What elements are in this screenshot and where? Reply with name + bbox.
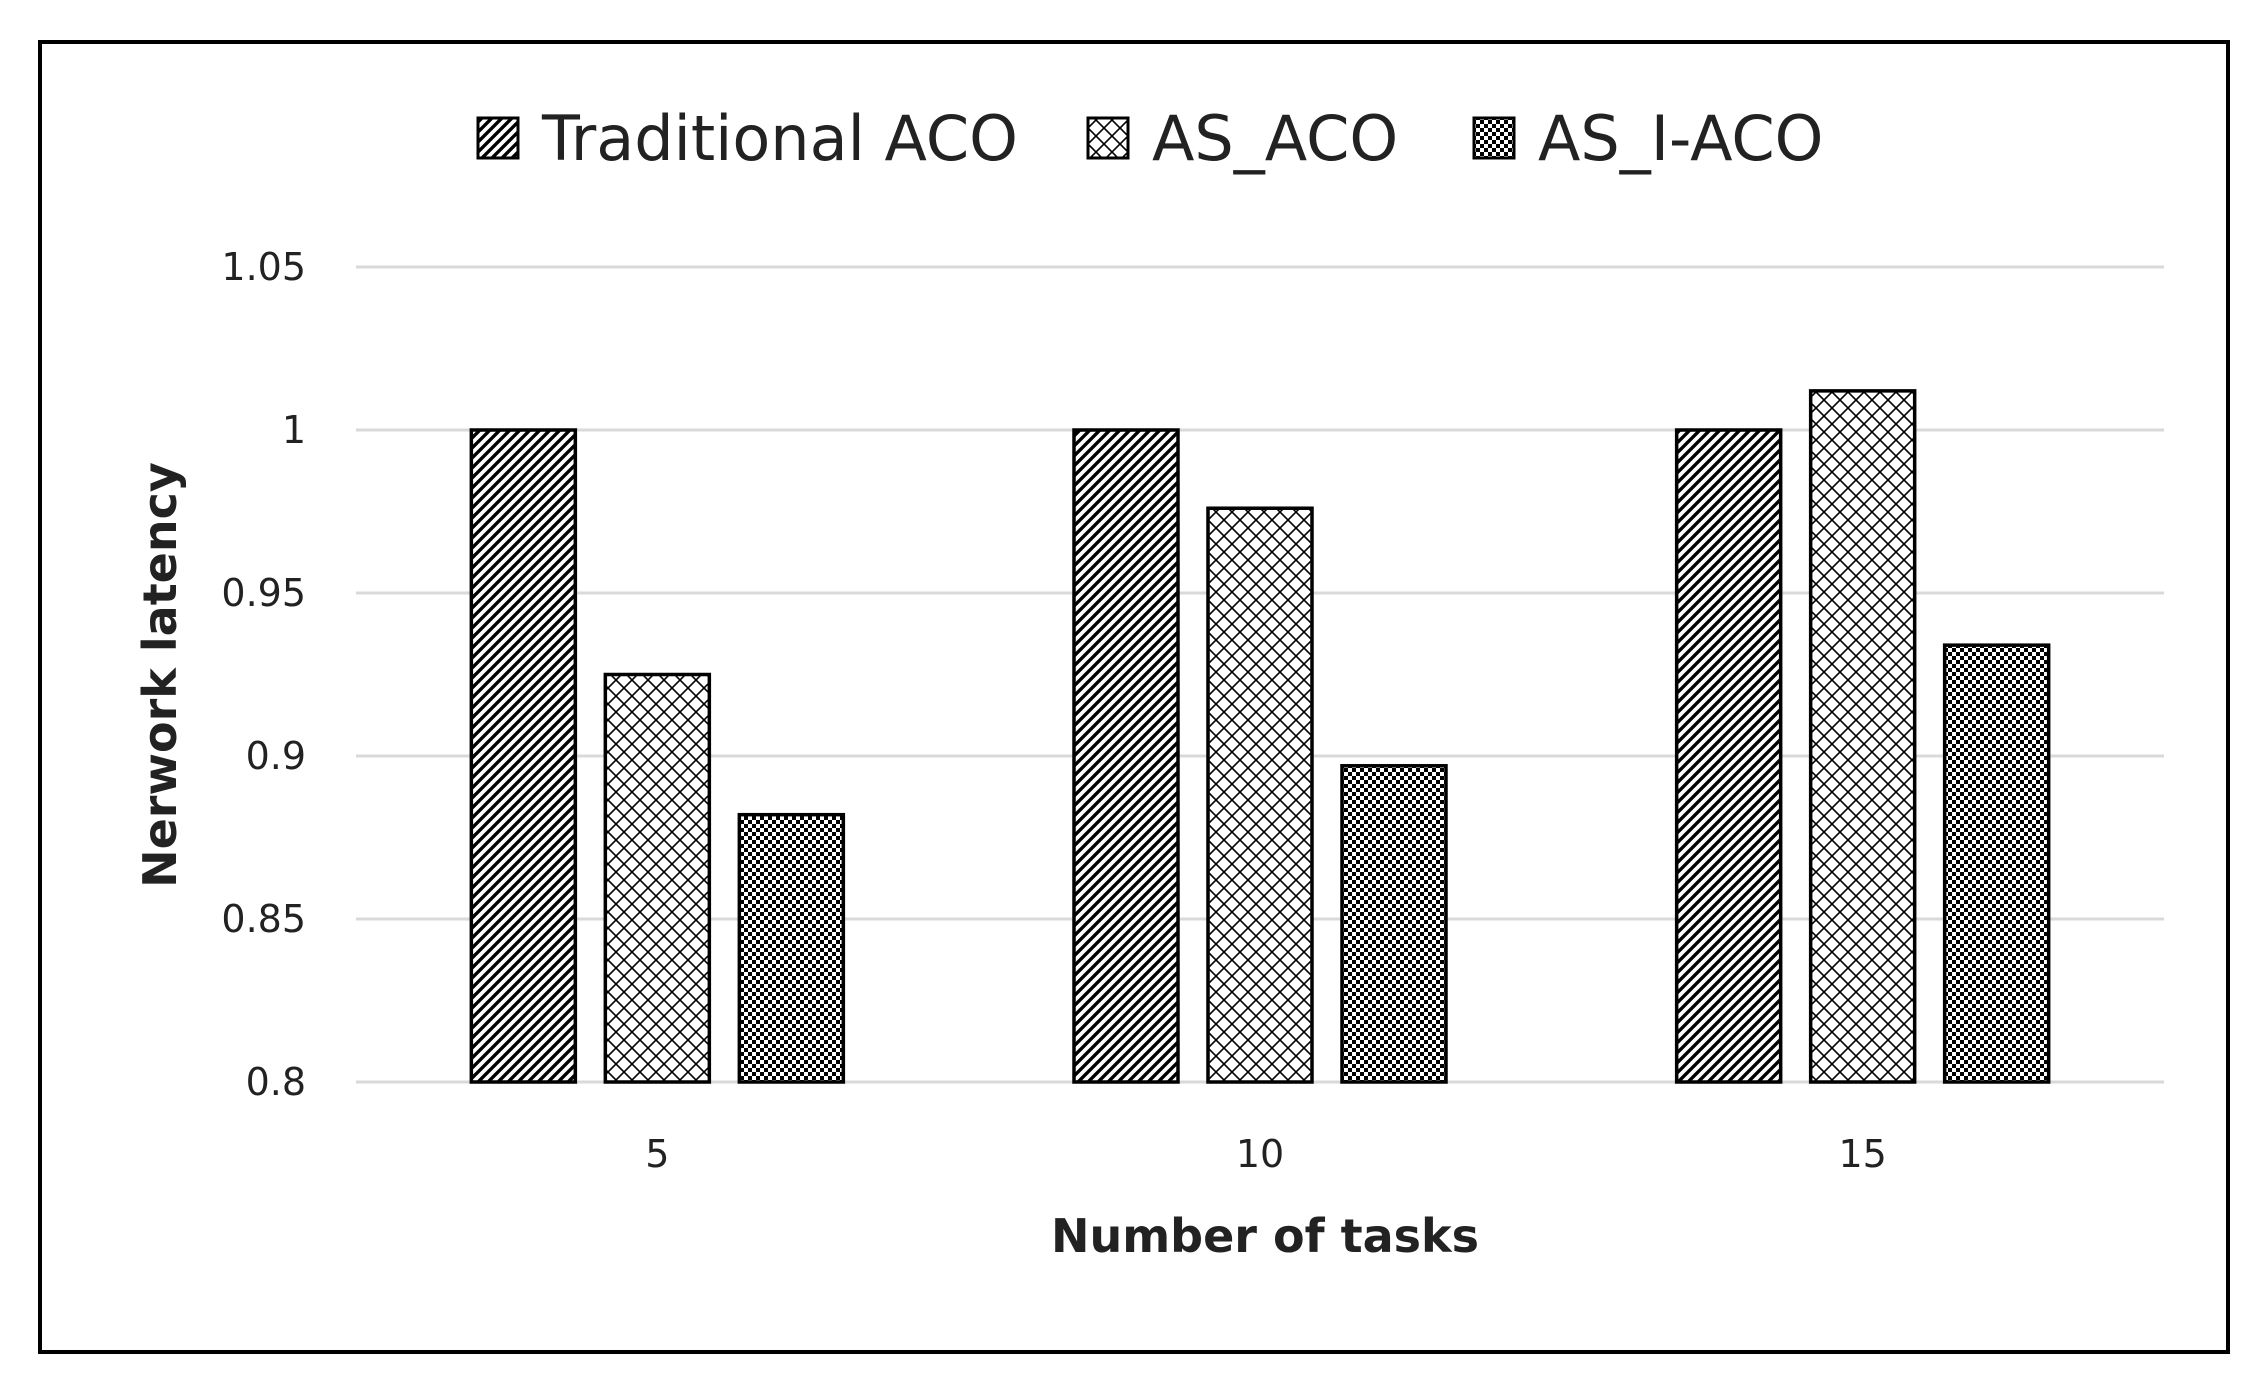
bar-as-i-aco-15	[1942, 643, 2051, 1084]
bar-as-aco-15	[1808, 389, 1917, 1084]
bar-traditional-aco-5	[469, 428, 578, 1084]
bar-traditional-aco-10	[1072, 428, 1180, 1084]
bar-as-i-aco-5	[737, 812, 846, 1084]
y-tick-label: 1	[282, 408, 306, 452]
x-axis-ticks: 5 10 15	[645, 1132, 1887, 1176]
y-axis-title: Nerwork latency	[133, 462, 187, 888]
bar-as-i-aco-10	[1340, 764, 1448, 1084]
legend: Traditional ACO AS_ACO AS_I-ACO	[476, 102, 1823, 175]
legend-label: Traditional ACO	[541, 102, 1018, 175]
x-tick-label: 10	[1236, 1132, 1284, 1176]
legend-label: AS_ACO	[1152, 102, 1398, 175]
bar-as-aco-5	[603, 672, 712, 1084]
x-axis-title: Number of tasks	[1051, 1209, 1479, 1263]
bar-as-aco-10	[1206, 506, 1314, 1084]
legend-label: AS_I-ACO	[1538, 102, 1823, 175]
y-tick-label: 0.9	[246, 734, 306, 778]
y-tick-label: 0.85	[221, 897, 306, 941]
legend-swatch	[476, 116, 520, 160]
y-tick-label: 0.95	[221, 571, 306, 615]
y-axis-ticks: 0.8 0.85 0.9 0.95 1 1.05	[221, 245, 306, 1104]
x-tick-label: 15	[1838, 1132, 1886, 1176]
bars	[469, 389, 2051, 1084]
y-tick-label: 1.05	[221, 245, 306, 289]
x-tick-label: 5	[645, 1132, 669, 1176]
legend-swatch	[1086, 116, 1130, 160]
y-tick-label: 0.8	[246, 1060, 306, 1104]
legend-swatch	[1472, 116, 1516, 160]
bar-traditional-aco-15	[1674, 428, 1783, 1084]
